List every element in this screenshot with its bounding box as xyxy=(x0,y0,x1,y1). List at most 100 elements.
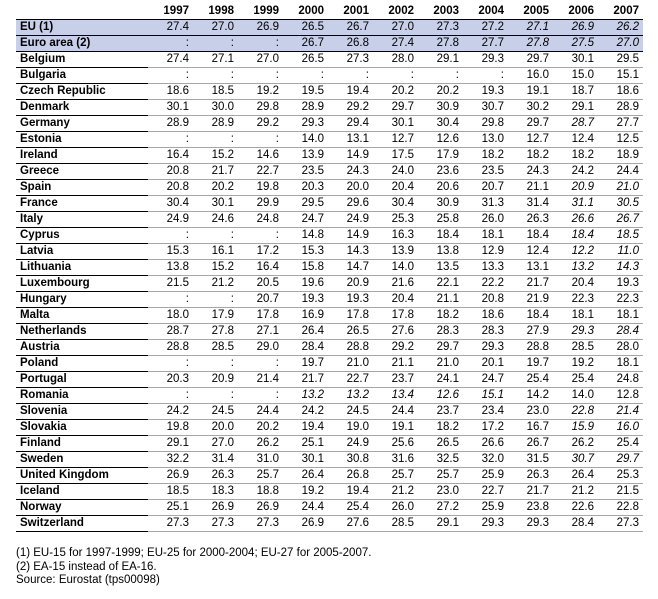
value-cell: 26.0 xyxy=(463,211,508,228)
value-cell: 21.5 xyxy=(598,483,643,500)
value-cell: 23.4 xyxy=(463,403,508,420)
value-cell: 18.3 xyxy=(193,483,238,500)
value-cell: 26.6 xyxy=(553,211,598,228)
value-cell: 27.0 xyxy=(193,435,238,452)
value-cell: 26.5 xyxy=(328,323,373,340)
value-cell: 15.0 xyxy=(553,67,598,84)
value-cell: 12.6 xyxy=(418,387,463,404)
value-cell: 26.5 xyxy=(283,19,328,36)
year-header: 2005 xyxy=(508,4,553,20)
country-label: Hungary xyxy=(16,291,148,308)
value-cell: 12.7 xyxy=(373,131,418,148)
table-row: Netherlands 28.7 27.8 27.1 26.4 26.5 27.6 28.3 2… xyxy=(16,323,643,340)
value-cell: 22.7 xyxy=(238,163,283,180)
value-cell: 26.2 xyxy=(238,435,283,452)
value-cell: 28.5 xyxy=(553,339,598,356)
table-row: Bulgaria::::::::16.0 15.0 15.1 xyxy=(16,67,643,84)
value-cell: 21.0 xyxy=(328,355,373,372)
value-cell: 16.0 xyxy=(598,419,643,436)
value-cell: 29.1 xyxy=(418,51,463,68)
value-cell: 25.7 xyxy=(238,467,283,484)
value-cell: 18.4 xyxy=(508,307,553,324)
value-cell: : xyxy=(193,67,238,84)
value-cell: 29.2 xyxy=(238,115,283,132)
value-cell: 22.2 xyxy=(463,275,508,292)
value-cell: 13.9 xyxy=(283,147,328,164)
value-cell: 20.5 xyxy=(238,275,283,292)
country-label: Lithuania xyxy=(16,259,148,276)
year-header: 2003 xyxy=(418,4,463,20)
value-cell: 19.5 xyxy=(283,83,328,100)
value-cell: 21.2 xyxy=(193,275,238,292)
value-cell: 24.7 xyxy=(283,211,328,228)
year-header: 1997 xyxy=(148,4,193,20)
country-label: Estonia xyxy=(16,131,148,148)
year-header: 2007 xyxy=(598,4,643,20)
value-cell: 29.7 xyxy=(598,451,643,468)
country-label: Italy xyxy=(16,211,148,228)
value-cell: 18.2 xyxy=(508,147,553,164)
value-cell: 26.7 xyxy=(283,35,328,52)
value-cell: 24.3 xyxy=(508,163,553,180)
value-cell: 26.7 xyxy=(598,211,643,228)
value-cell: 26.4 xyxy=(553,467,598,484)
value-cell: 16.9 xyxy=(283,307,328,324)
value-cell: 21.5 xyxy=(148,275,193,292)
table-row: Ireland 16.4 15.2 14.6 13.9 14.9 17.5 17.9 18.2 1… xyxy=(16,147,643,164)
value-cell: 16.0 xyxy=(508,67,553,84)
value-cell: 19.0 xyxy=(328,419,373,436)
value-cell: 23.5 xyxy=(463,163,508,180)
value-cell: 30.9 xyxy=(418,195,463,212)
table-row: Iceland 18.5 18.3 18.8 19.2 19.4 21.2 23.0 22.7 2… xyxy=(16,483,643,500)
value-cell: 13.9 xyxy=(373,243,418,260)
value-cell: 20.4 xyxy=(373,179,418,196)
country-label: Finland xyxy=(16,435,148,452)
value-cell: 20.2 xyxy=(418,83,463,100)
value-cell: 14.7 xyxy=(328,259,373,276)
value-cell: 20.7 xyxy=(238,291,283,308)
value-cell: 13.1 xyxy=(508,259,553,276)
value-cell: 29.3 xyxy=(463,339,508,356)
table-row: Estonia:::14.0 13.1 12.7 12.6 13.0 12.7 12.4 12… xyxy=(16,131,643,148)
value-cell: 26.2 xyxy=(598,19,643,36)
corner-cell xyxy=(16,4,148,20)
value-cell: : xyxy=(463,67,508,84)
value-cell: : xyxy=(193,291,238,308)
country-label: Slovakia xyxy=(16,419,148,436)
value-cell: 24.7 xyxy=(463,371,508,388)
value-cell: : xyxy=(238,131,283,148)
country-label: Iceland xyxy=(16,483,148,500)
value-cell: 27.5 xyxy=(553,35,598,52)
value-cell: 20.7 xyxy=(463,179,508,196)
value-cell: 31.5 xyxy=(508,451,553,468)
value-cell: 18.2 xyxy=(463,147,508,164)
footnote-1: (1) EU-15 for 1997-1999; EU-25 for 2000-… xyxy=(16,547,372,559)
value-cell: 26.9 xyxy=(238,19,283,36)
value-cell: 29.1 xyxy=(553,99,598,116)
value-cell: 29.6 xyxy=(328,195,373,212)
value-cell: : xyxy=(193,35,238,52)
value-cell: 15.3 xyxy=(283,243,328,260)
table-row: Romania:::13.2 13.2 13.4 12.6 15.1 14.2 14.0 12… xyxy=(16,387,643,404)
value-cell: 27.7 xyxy=(463,35,508,52)
value-cell: 29.7 xyxy=(373,99,418,116)
value-cell: 20.3 xyxy=(283,179,328,196)
value-cell: 21.4 xyxy=(598,403,643,420)
value-cell: 18.1 xyxy=(553,307,598,324)
country-label: Greece xyxy=(16,163,148,180)
value-cell: 24.6 xyxy=(193,211,238,228)
value-cell: 13.5 xyxy=(418,259,463,276)
value-cell: 27.0 xyxy=(598,35,643,52)
value-cell: 18.2 xyxy=(418,307,463,324)
country-label: Poland xyxy=(16,355,148,372)
value-cell: 13.3 xyxy=(463,259,508,276)
value-cell: 30.0 xyxy=(193,99,238,116)
value-cell: 25.4 xyxy=(553,371,598,388)
value-cell: 29.8 xyxy=(463,115,508,132)
value-cell: : xyxy=(283,67,328,84)
country-label: Sweden xyxy=(16,451,148,468)
value-cell: 30.4 xyxy=(373,195,418,212)
value-cell: 14.2 xyxy=(508,387,553,404)
value-cell: 21.2 xyxy=(373,483,418,500)
value-cell: 14.8 xyxy=(283,227,328,244)
